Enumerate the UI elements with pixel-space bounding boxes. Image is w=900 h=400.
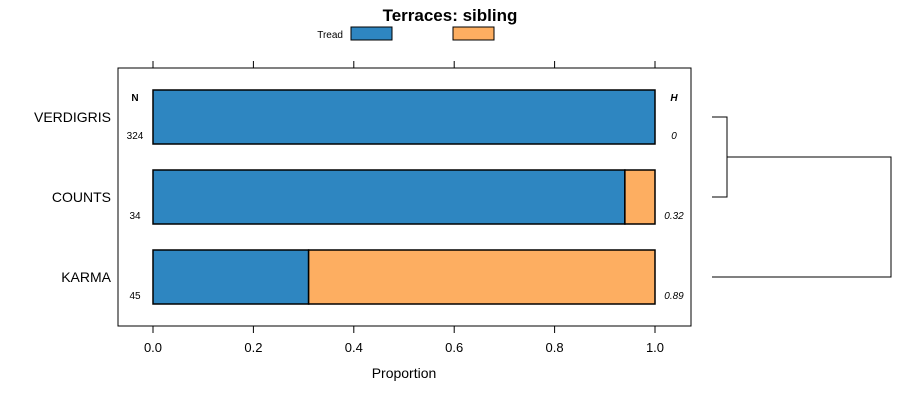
x-axis: 0.0 0.2 0.4 0.6 0.8 1.0 [144, 61, 664, 355]
n-values: 324 34 45 [127, 131, 144, 302]
bar-counts-tread [152, 169, 626, 225]
plot-frame [117, 67, 692, 327]
category-label-karma: KARMA [61, 269, 111, 285]
h-value-verdigris: 0 [671, 131, 677, 142]
bar-karma-riser [307, 249, 656, 305]
h-column-header: H [670, 93, 678, 104]
n-value-counts: 34 [129, 211, 141, 222]
x-tick-label: 1.0 [646, 340, 664, 355]
x-tick-label: 0.6 [445, 340, 463, 355]
dendrogram [712, 116, 892, 278]
legend-swatch-riser [452, 26, 495, 41]
h-value-counts: 0.32 [664, 211, 684, 222]
n-value-karma: 45 [129, 291, 141, 302]
legend-swatch-tread [350, 26, 393, 41]
h-values: 0 0.32 0.89 [664, 131, 684, 302]
chart-title: Terraces: sibling [383, 6, 518, 25]
n-value-verdigris: 324 [127, 131, 144, 142]
x-axis-title: Proportion [372, 365, 437, 381]
bars [152, 89, 656, 305]
bar-karma-tread [152, 249, 310, 305]
category-label-verdigris: VERDIGRIS [34, 109, 111, 125]
bar-verdigris-tread [152, 89, 656, 145]
category-labels: VERDIGRIS COUNTS KARMA [34, 109, 112, 285]
dendrogram-link-root [712, 156, 892, 278]
h-value-karma: 0.89 [664, 291, 684, 302]
bar-counts-riser [624, 169, 656, 225]
n-column-header: N [131, 93, 138, 104]
legend: TreadRiser [317, 26, 495, 41]
x-tick-label: 0.4 [345, 340, 363, 355]
x-tick-label: 0.0 [144, 340, 162, 355]
x-tick-label: 0.2 [244, 340, 262, 355]
legend-label-tread: Tread [317, 30, 343, 41]
dendrogram-link-verdigris-counts [712, 116, 728, 198]
x-tick-label: 0.8 [546, 340, 564, 355]
category-label-counts: COUNTS [52, 189, 111, 205]
